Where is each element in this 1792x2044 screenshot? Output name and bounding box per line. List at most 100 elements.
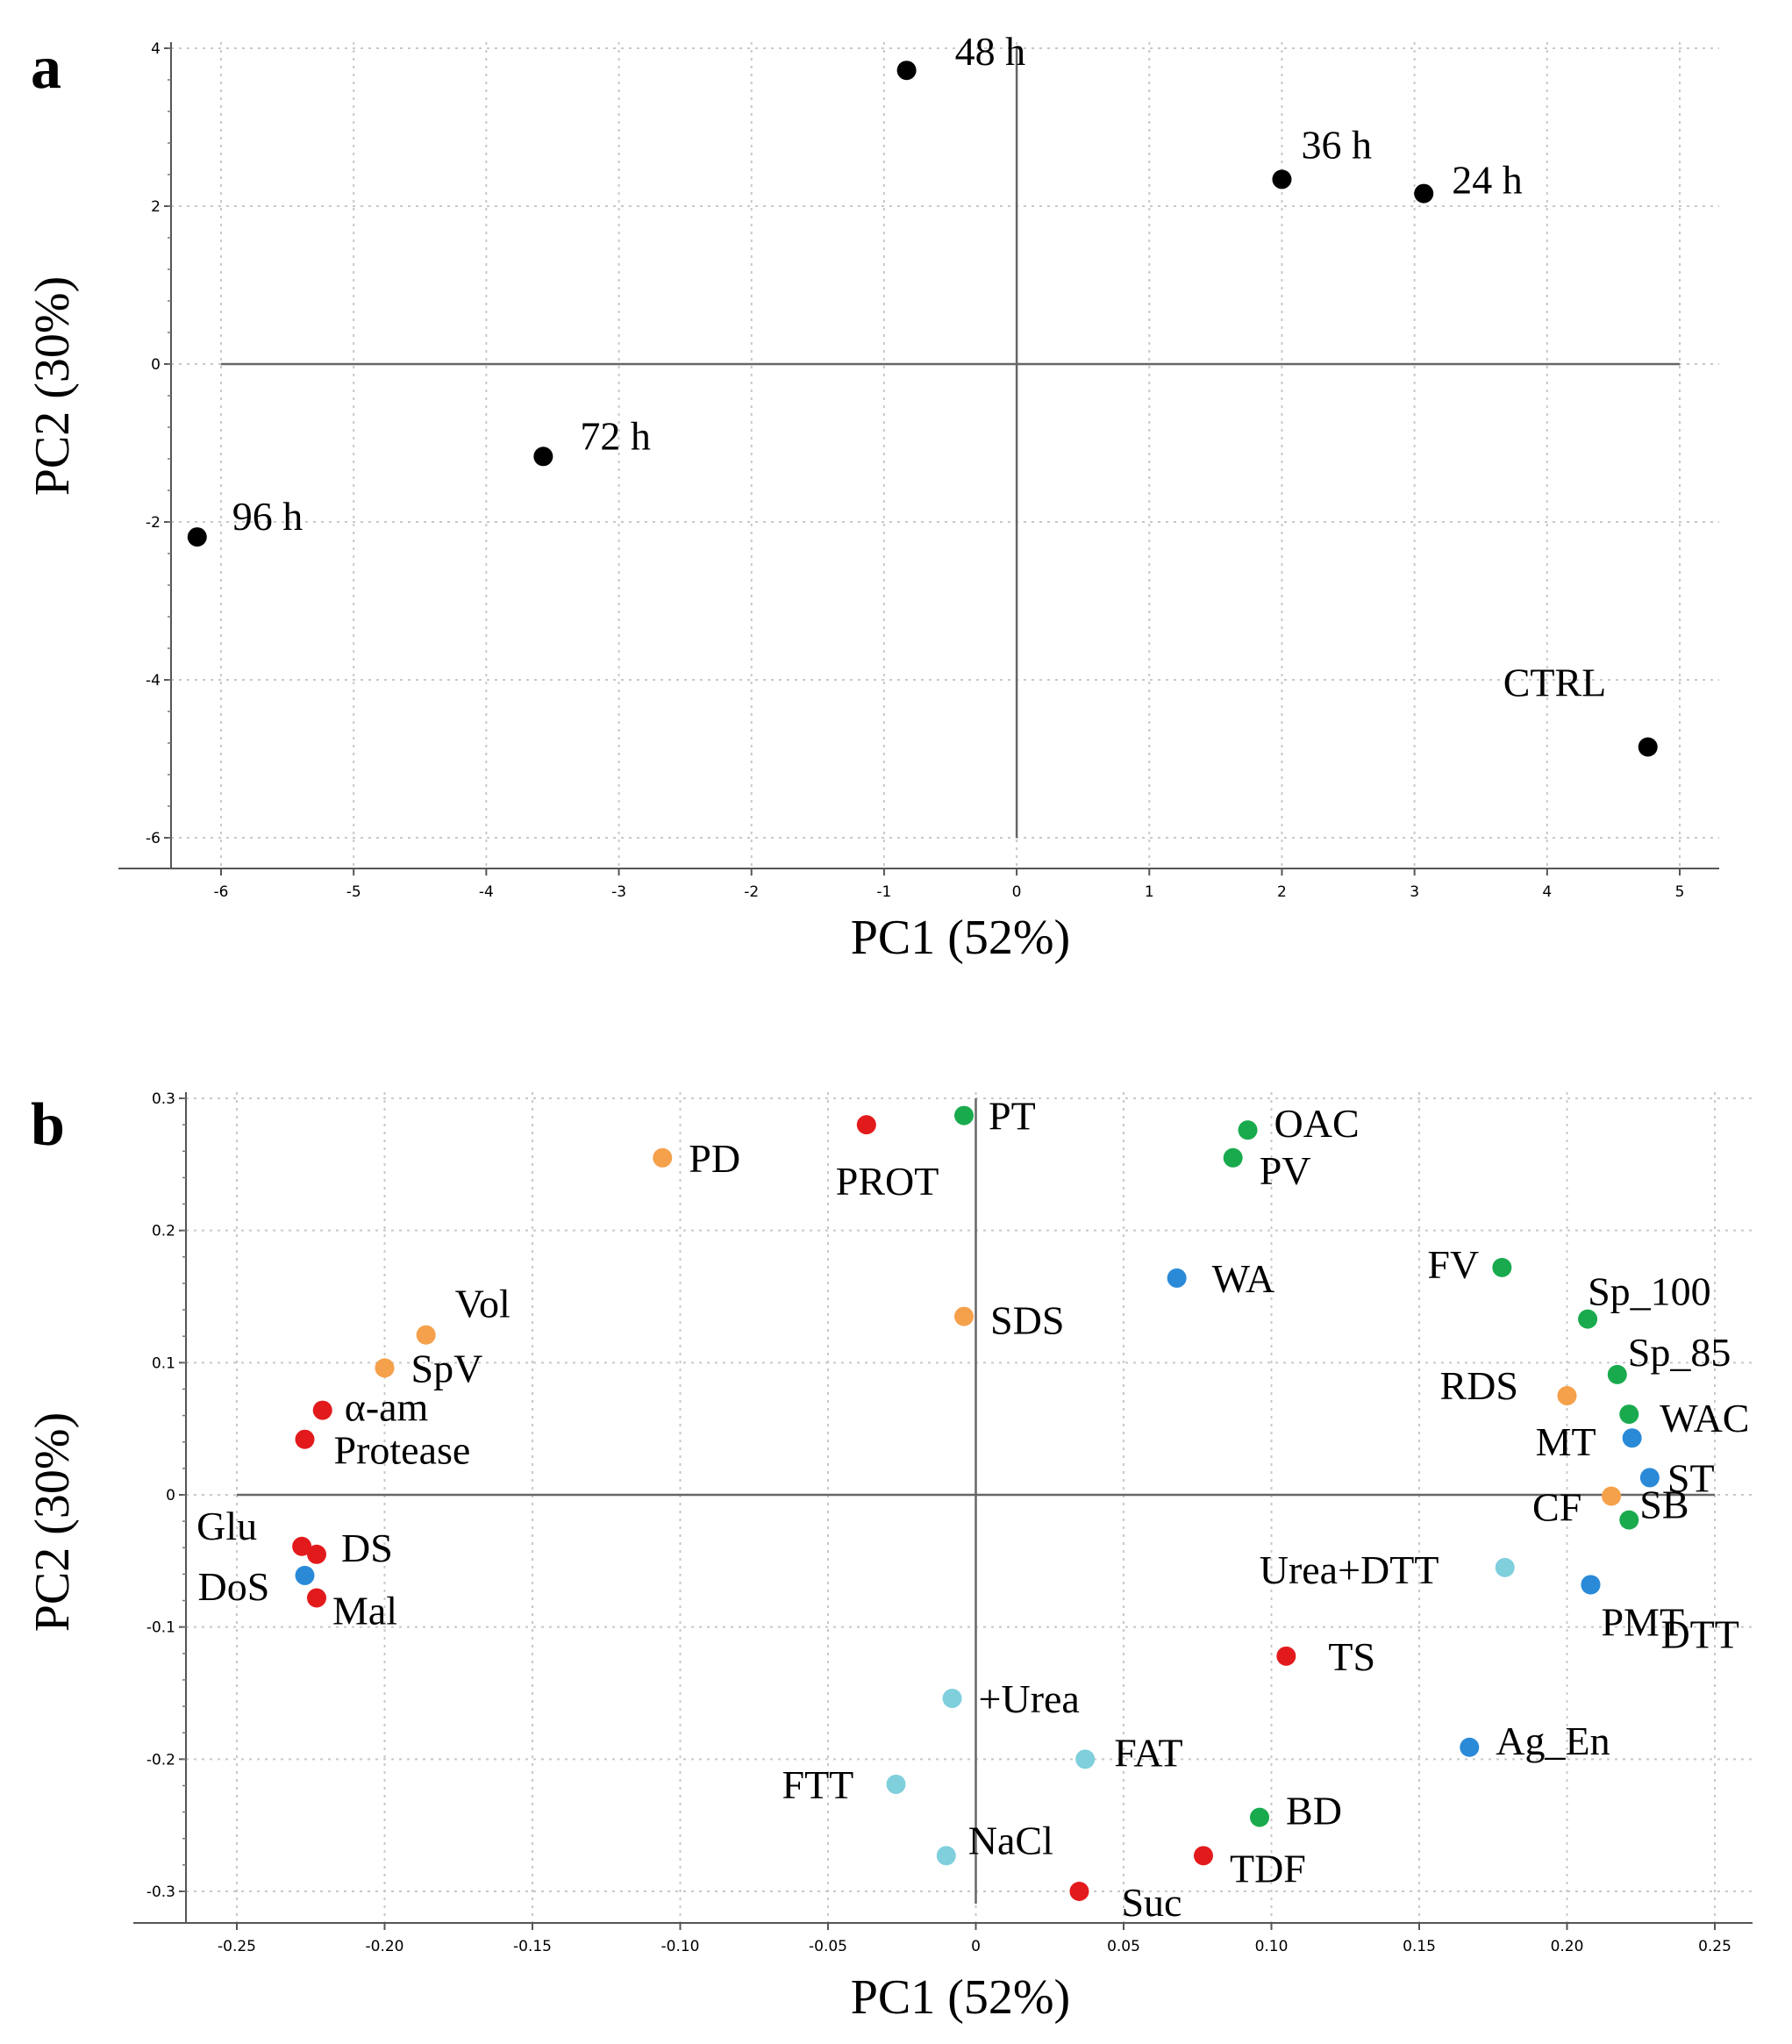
point-label-vol: Vol — [455, 1282, 510, 1326]
point-sds — [954, 1306, 975, 1326]
point-pt — [954, 1105, 975, 1126]
x-tick-label: 0.25 — [1698, 1938, 1731, 1955]
point-sp-85 — [1607, 1364, 1627, 1384]
panel-a-axes — [118, 42, 1719, 869]
point-label-mal: Mal — [332, 1589, 397, 1633]
point-wac — [1619, 1404, 1639, 1425]
point-ds — [306, 1544, 326, 1564]
point-nacl — [936, 1846, 956, 1866]
x-tick-label: 2 — [1277, 883, 1287, 901]
point-label-sds: SDS — [990, 1298, 1064, 1343]
x-tick-label: 0 — [1012, 883, 1022, 901]
point-suc — [1069, 1882, 1089, 1901]
point-label-fat: FAT — [1114, 1730, 1182, 1775]
y-tick-label: -0.1 — [146, 1619, 175, 1637]
point-vol — [416, 1325, 436, 1345]
point-urea — [942, 1689, 962, 1709]
point-label-ag-en: Ag_En — [1496, 1719, 1610, 1763]
point-label-pmt: PMT — [1601, 1599, 1684, 1644]
point-st — [1639, 1468, 1660, 1488]
point-am — [312, 1400, 332, 1420]
panel-b-loading-plot: b -0.25 -0.20 -0.15 -0.10 -0.05 0 0.05 0.10 0.15… — [25, 1090, 1753, 2025]
point-protease — [295, 1429, 315, 1449]
point-ftt — [886, 1774, 906, 1794]
y-tick-label: -0.3 — [146, 1883, 175, 1901]
point-prot — [856, 1115, 876, 1135]
panel-a-y-axis-label: PC2 (30%) — [25, 276, 80, 496]
point-label-72-h: 72 h — [580, 413, 651, 458]
point-label-36-h: 36 h — [1301, 122, 1372, 167]
point-sp-100 — [1578, 1309, 1598, 1329]
point-mal — [306, 1588, 326, 1608]
point-dos — [295, 1565, 315, 1585]
y-tick-label: 0.1 — [152, 1354, 175, 1372]
point-label-wa: WA — [1212, 1256, 1275, 1301]
point-ts — [1276, 1646, 1296, 1666]
point-label-ts: TS — [1328, 1634, 1375, 1679]
x-tick-label: -3 — [611, 883, 626, 901]
x-tick-label: -4 — [479, 883, 494, 901]
point-label-tdf: TDF — [1230, 1846, 1306, 1890]
point-fat — [1075, 1749, 1096, 1769]
point-label-pd: PD — [689, 1136, 740, 1181]
y-tick-label: 0 — [151, 356, 161, 374]
x-tick-label: -1 — [876, 883, 891, 901]
y-tick-label: -6 — [146, 830, 161, 847]
panel-b-ticks: -0.25 -0.20 -0.15 -0.10 -0.05 0 0.05 0.10 0.15 0.… — [146, 1090, 1731, 1955]
y-tick-label: -0.2 — [146, 1751, 175, 1769]
point-48-h — [896, 61, 917, 81]
panel-b-y-axis-label: PC2 (30%) — [25, 1412, 80, 1632]
point-pmt — [1581, 1575, 1601, 1595]
x-tick-label: 0.10 — [1255, 1938, 1289, 1955]
x-tick-label: -0.05 — [809, 1938, 847, 1955]
x-tick-label: -0.25 — [218, 1938, 256, 1955]
point-label-st: ST — [1667, 1455, 1715, 1500]
point-ctrl — [1638, 737, 1658, 757]
y-tick-label: 0 — [166, 1487, 175, 1504]
point-urea-dtt — [1495, 1557, 1515, 1577]
point-fv — [1492, 1257, 1512, 1277]
point-label-sp-85: Sp_85 — [1628, 1330, 1731, 1375]
point-sb — [1619, 1510, 1639, 1530]
point-24-h — [1414, 183, 1434, 204]
x-tick-label: 0 — [971, 1938, 981, 1955]
point-pd — [653, 1147, 673, 1168]
point-label-fv: FV — [1427, 1242, 1479, 1287]
point-96-h — [187, 527, 207, 547]
point-label-48-h: 48 h — [955, 29, 1026, 74]
y-tick-label: 0.2 — [152, 1223, 175, 1240]
point-label-sp-100: Sp_100 — [1588, 1269, 1711, 1314]
point-label-ds: DS — [341, 1526, 393, 1570]
y-tick-label: -2 — [146, 514, 161, 532]
point-wa — [1167, 1268, 1187, 1288]
point-label-urea: +Urea — [979, 1676, 1080, 1721]
point-ag-en — [1460, 1737, 1480, 1757]
point-label-ftt: FTT — [782, 1762, 854, 1807]
point-tdf — [1193, 1846, 1213, 1866]
point-label-mt: MT — [1536, 1419, 1596, 1464]
point-label-sb: SB — [1639, 1483, 1688, 1527]
point-label-protease: Protease — [334, 1428, 471, 1473]
point-label-96-h: 96 h — [232, 494, 303, 539]
point-label-pt: PT — [989, 1094, 1036, 1139]
x-tick-label: 3 — [1410, 883, 1419, 901]
x-tick-label: -2 — [744, 883, 759, 901]
point-cf — [1602, 1486, 1622, 1506]
point-label-cf: CF — [1532, 1485, 1581, 1530]
y-tick-label: 0.3 — [152, 1090, 175, 1108]
y-tick-label: 4 — [151, 40, 161, 58]
point-label-rds: RDS — [1440, 1363, 1518, 1408]
x-tick-label: -0.10 — [661, 1938, 700, 1955]
x-tick-label: -0.20 — [366, 1938, 404, 1955]
panel-b-axes — [133, 1092, 1753, 1924]
panel-b-grid — [186, 1092, 1753, 1923]
panel-b-label: b — [31, 1091, 65, 1159]
point-label-pv: PV — [1260, 1148, 1311, 1193]
point-mt — [1622, 1428, 1642, 1448]
point-oac — [1238, 1120, 1258, 1140]
point-pv — [1223, 1147, 1243, 1168]
x-tick-label: -6 — [214, 883, 229, 901]
point-label-prot: PROT — [836, 1159, 939, 1204]
x-tick-label: 0.20 — [1551, 1938, 1584, 1955]
point-label-dtt: DTT — [1660, 1612, 1738, 1656]
